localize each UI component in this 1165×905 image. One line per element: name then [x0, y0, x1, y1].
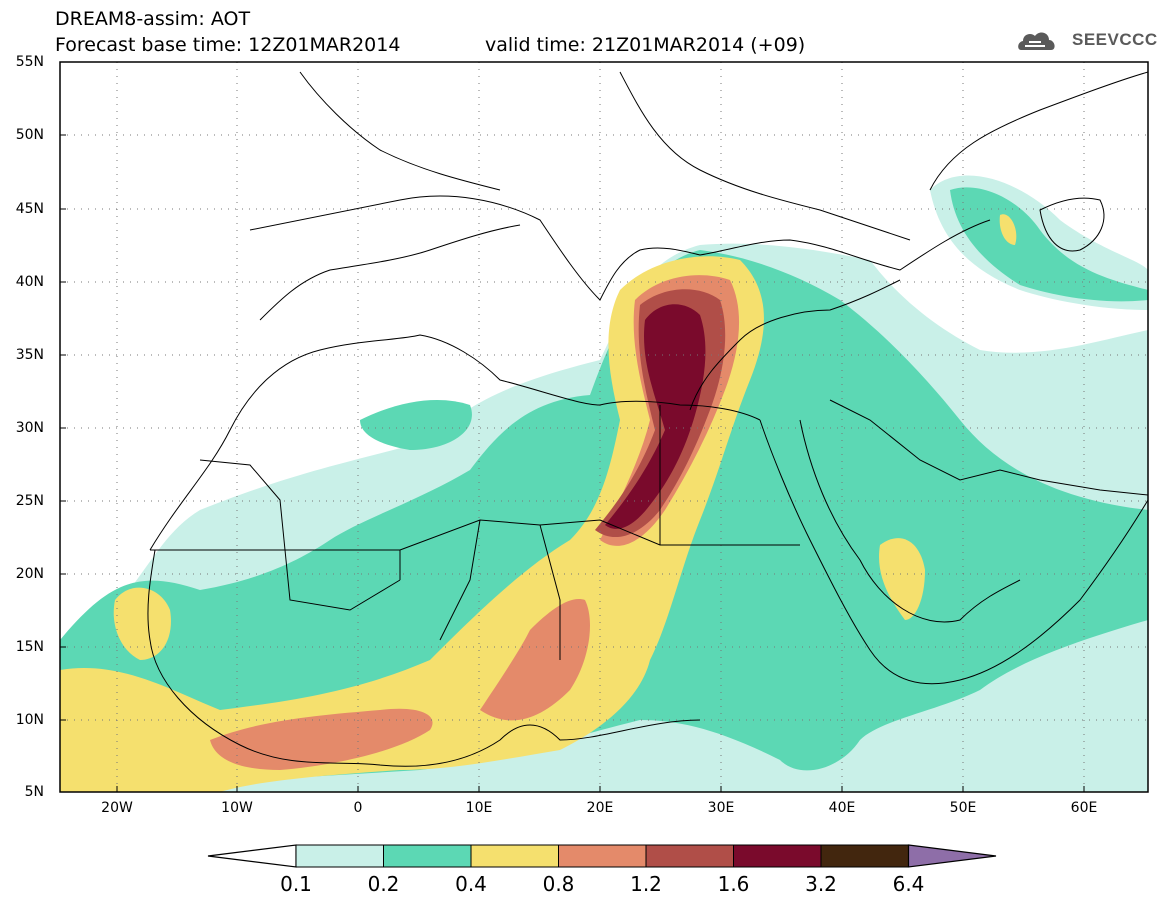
cloud-icon [1018, 32, 1055, 50]
colorbar-label: 0.1 [280, 872, 312, 896]
lat-label: 5N [24, 784, 44, 800]
lat-label: 10N [15, 712, 44, 728]
colorbar-label: 0.8 [542, 872, 575, 896]
lat-label: 55N [15, 54, 44, 70]
valid-time: valid time: 21Z01MAR2014 (+09) [485, 34, 806, 56]
lon-label: 20E [586, 800, 614, 816]
colorbar-label: 1.6 [717, 872, 750, 896]
colorbar-label: 0.2 [367, 872, 400, 896]
lon-label: 10E [465, 800, 493, 816]
lon-label: 60E [1070, 800, 1098, 816]
lat-label: 50N [15, 127, 44, 143]
lat-label: 45N [15, 201, 44, 217]
colorbar-label: 6.4 [892, 872, 925, 896]
lat-label: 25N [15, 493, 44, 509]
lat-label: 20N [15, 566, 44, 582]
logo-text: SEEVCCC [1072, 30, 1158, 49]
coastlines [147, 71, 1148, 767]
lon-label: 40E [828, 800, 856, 816]
colorbar-label: 1.2 [630, 872, 662, 896]
base-time: Forecast base time: 12Z01MAR2014 [55, 34, 401, 56]
lon-label: 30E [707, 800, 735, 816]
map-frame [59, 61, 1149, 793]
colorbar-label: 3.2 [805, 872, 837, 896]
lat-label: 35N [15, 347, 44, 363]
aot-field [60, 175, 1148, 792]
product-title: DREAM8-assim: AOT [55, 8, 251, 30]
colorbar [207, 844, 997, 868]
lat-label: 40N [15, 274, 44, 290]
lon-label: 20W [101, 800, 133, 816]
colorbar-high-arrow [907, 844, 997, 868]
lon-label: 0 [353, 800, 363, 816]
lat-label: 15N [15, 639, 44, 655]
graticule [60, 62, 1148, 792]
lon-label: 50E [949, 800, 977, 816]
lat-label: 30N [15, 420, 44, 436]
colorbar-low-arrow [207, 844, 297, 868]
colorbar-label: 0.4 [455, 872, 487, 896]
lon-label: 10W [221, 800, 253, 816]
